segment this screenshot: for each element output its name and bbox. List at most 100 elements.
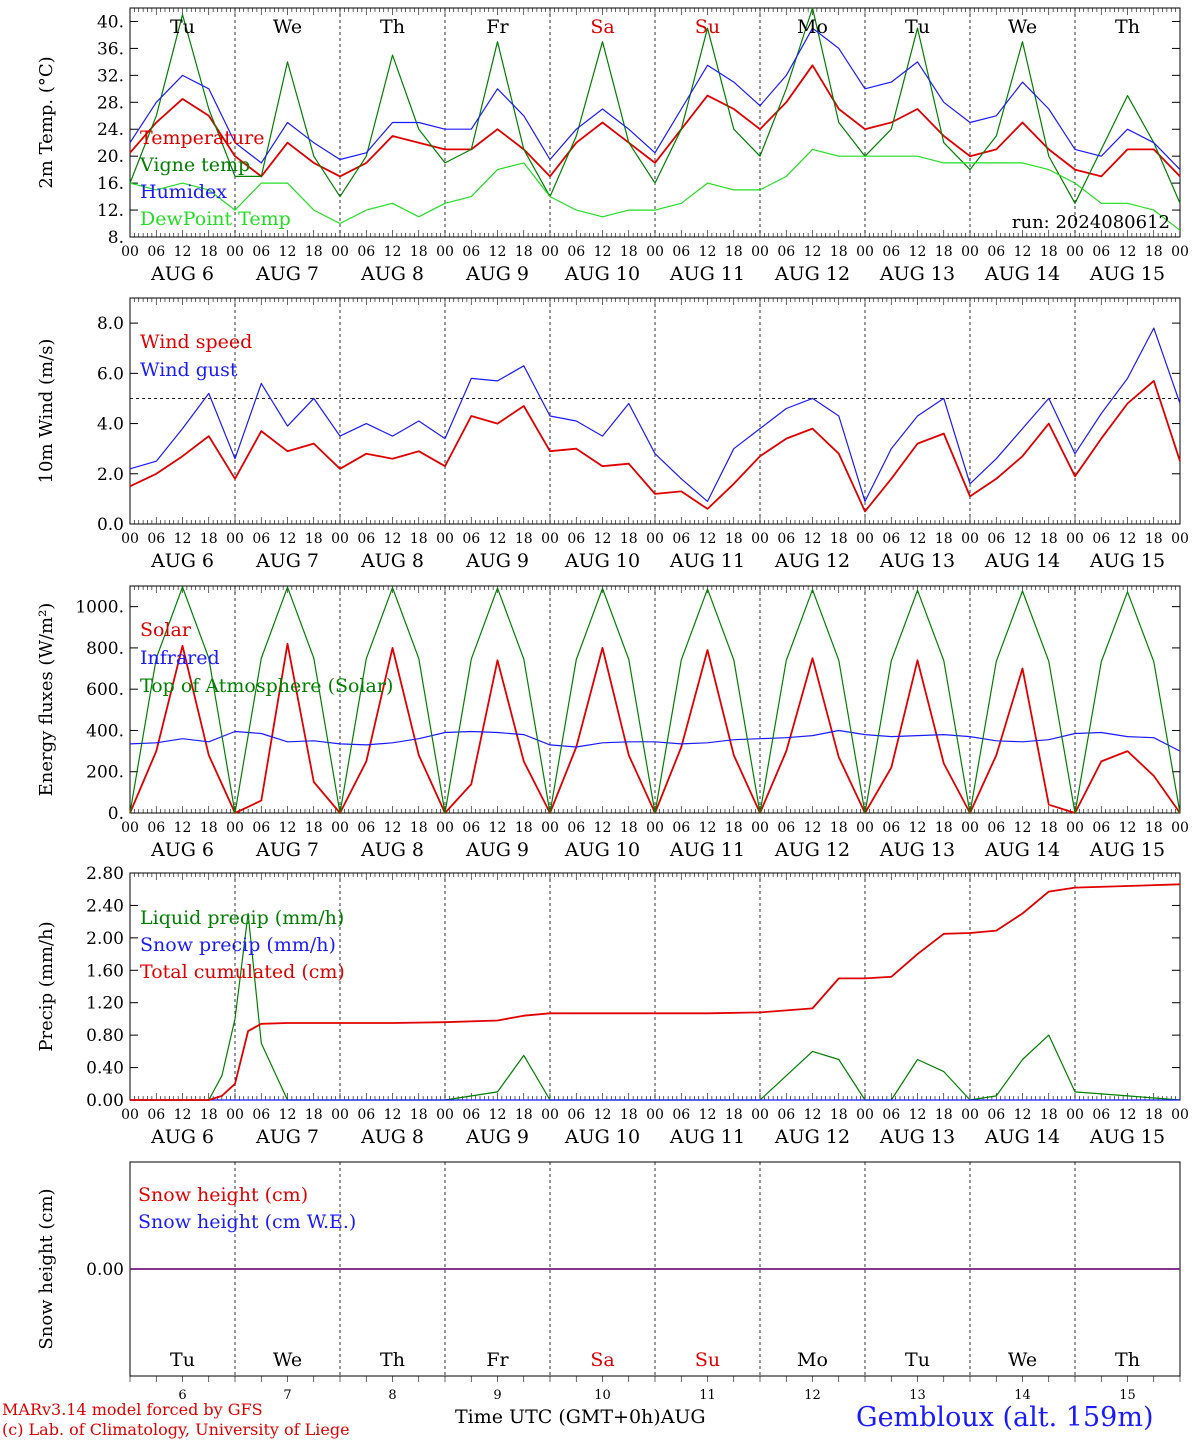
date-label: AUG 12 [774, 550, 850, 572]
y-tick-label: 20. [97, 147, 124, 167]
hour-label: 06 [357, 244, 375, 260]
series-line-humidex [129, 27, 1181, 171]
day-name-label: Mo [797, 16, 828, 38]
hour-label: 00 [1066, 820, 1084, 836]
hour-label: 00 [961, 820, 979, 836]
hour-label: 00 [1171, 1107, 1189, 1123]
hour-label: 18 [1040, 1107, 1058, 1123]
hour-label: 12 [174, 1107, 192, 1123]
hour-label: 12 [594, 820, 612, 836]
hour-label: 06 [462, 531, 480, 547]
hour-label: 12 [909, 244, 927, 260]
day-name-label: We [1008, 16, 1037, 38]
hour-label: 12 [279, 820, 297, 836]
day-name-label: Mo [797, 1349, 828, 1371]
hour-label: 06 [777, 1107, 795, 1123]
y-tick-label: 32. [97, 66, 124, 86]
hour-label: 00 [961, 531, 979, 547]
hour-label: 00 [121, 820, 139, 836]
day-number-label: 13 [909, 1388, 926, 1403]
y-tick-label: 0.80 [86, 1026, 124, 1046]
hour-label: 00 [226, 531, 244, 547]
hour-label: 06 [987, 244, 1005, 260]
hour-label: 00 [751, 531, 769, 547]
date-label: AUG 13 [879, 839, 955, 861]
y-tick-label: 1.20 [86, 994, 124, 1014]
hour-label: 00 [436, 1107, 454, 1123]
day-name-label: Sa [590, 1349, 614, 1371]
day-name-label: Tu [905, 1349, 930, 1371]
hour-label: 12 [699, 244, 717, 260]
hour-label: 12 [699, 1107, 717, 1123]
date-label: AUG 14 [984, 550, 1060, 572]
day-number-label: 10 [594, 1388, 611, 1403]
date-label: AUG 8 [360, 263, 424, 285]
hour-label: 18 [830, 531, 848, 547]
hour-label: 18 [515, 1107, 533, 1123]
hour-label: 06 [882, 531, 900, 547]
hour-label: 00 [751, 1107, 769, 1123]
day-number-label: 7 [283, 1388, 291, 1403]
y-tick-label: 8.0 [97, 314, 124, 334]
day-name-label: We [273, 16, 302, 38]
legend-entry: Top of Atmosphere (Solar) [140, 675, 393, 697]
hour-label: 12 [699, 820, 717, 836]
lab-credit: (c) Lab. of Climatology, University of L… [2, 1420, 350, 1439]
legend-entry: Snow height (cm) [138, 1184, 308, 1206]
day-name-label: We [1008, 1349, 1037, 1371]
legend-entry: Liquid precip (mm/h) [140, 907, 344, 929]
y-tick-label: 800. [86, 639, 124, 659]
hour-label: 06 [357, 531, 375, 547]
date-label: AUG 9 [465, 550, 529, 572]
y-tick-label: 0.00 [86, 1091, 124, 1111]
hour-label: 06 [1092, 820, 1110, 836]
hour-label: 18 [620, 244, 638, 260]
legend-entry: Snow precip (mm/h) [140, 934, 336, 956]
hour-label: 18 [305, 531, 323, 547]
hour-label: 00 [1171, 244, 1189, 260]
y-tick-label: 2.40 [86, 896, 124, 916]
legend-entry: DewPoint Temp [140, 208, 291, 230]
y-tick-label: 600. [86, 680, 124, 700]
hour-label: 00 [961, 1107, 979, 1123]
day-name-label: Sa [590, 16, 614, 38]
legend-entry: Humidex [140, 181, 227, 203]
hour-label: 18 [1040, 531, 1058, 547]
date-label: AUG 14 [984, 263, 1060, 285]
hour-label: 12 [594, 1107, 612, 1123]
y-tick-label: 12. [97, 201, 124, 221]
y-tick-label: 16. [97, 174, 124, 194]
day-number-label: 11 [699, 1388, 716, 1403]
hour-label: 06 [147, 820, 165, 836]
hour-label: 06 [672, 1107, 690, 1123]
date-label: AUG 9 [465, 1126, 529, 1148]
date-label: AUG 7 [255, 1126, 319, 1148]
day-name-label: We [273, 1349, 302, 1371]
hour-label: 12 [384, 1107, 402, 1123]
date-label: AUG 7 [255, 263, 319, 285]
hour-label: 00 [646, 1107, 664, 1123]
hour-label: 18 [200, 1107, 218, 1123]
hour-label: 18 [830, 244, 848, 260]
hour-label: 12 [1119, 531, 1137, 547]
hour-label: 00 [961, 244, 979, 260]
date-label: AUG 11 [669, 263, 745, 285]
y-tick-label: 400. [86, 721, 124, 741]
date-label: AUG 6 [150, 550, 214, 572]
hour-label: 18 [1145, 1107, 1163, 1123]
y-tick-label: 4.0 [97, 415, 124, 435]
hour-label: 12 [1014, 244, 1032, 260]
hour-label: 00 [226, 1107, 244, 1123]
date-label: AUG 11 [669, 550, 745, 572]
hour-label: 18 [725, 820, 743, 836]
hour-label: 06 [567, 1107, 585, 1123]
legend-entry: Wind speed [140, 331, 252, 353]
hour-label: 12 [489, 244, 507, 260]
hour-label: 00 [226, 820, 244, 836]
hour-label: 00 [1171, 531, 1189, 547]
hour-label: 00 [541, 1107, 559, 1123]
hour-label: 06 [777, 820, 795, 836]
hour-label: 18 [935, 1107, 953, 1123]
hour-label: 00 [331, 531, 349, 547]
hour-label: 12 [279, 531, 297, 547]
